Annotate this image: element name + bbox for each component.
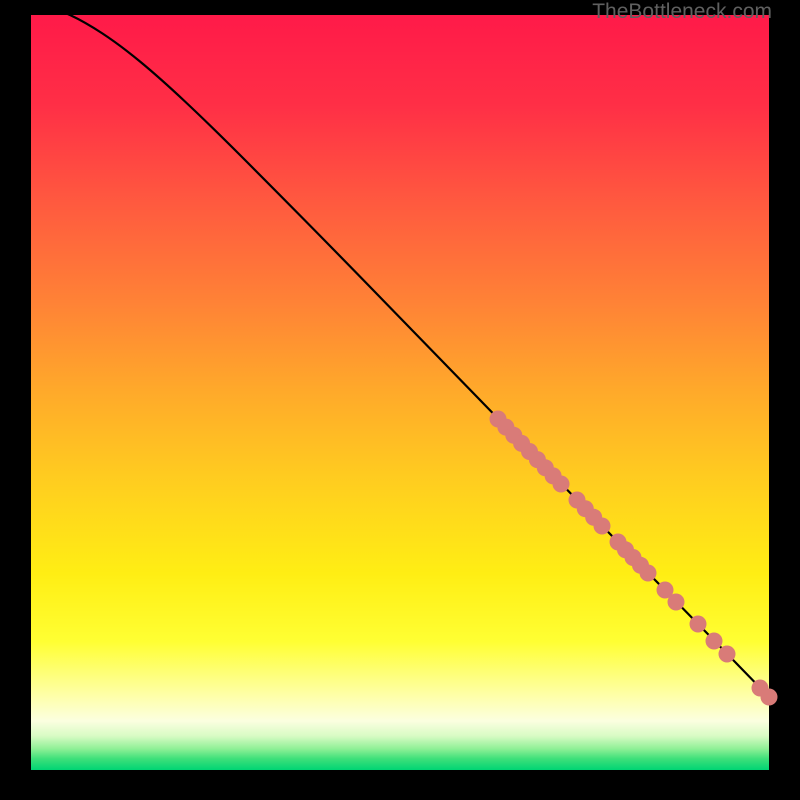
- data-marker: [690, 616, 707, 633]
- data-marker: [761, 689, 778, 706]
- chart-stage: TheBottleneck.com: [0, 0, 800, 800]
- data-marker: [594, 518, 611, 535]
- data-marker: [640, 565, 657, 582]
- data-marker: [719, 646, 736, 663]
- watermark-text: TheBottleneck.com: [592, 0, 772, 24]
- data-marker: [553, 476, 570, 493]
- data-marker: [668, 594, 685, 611]
- data-marker: [706, 633, 723, 650]
- curve-layer: [0, 0, 800, 800]
